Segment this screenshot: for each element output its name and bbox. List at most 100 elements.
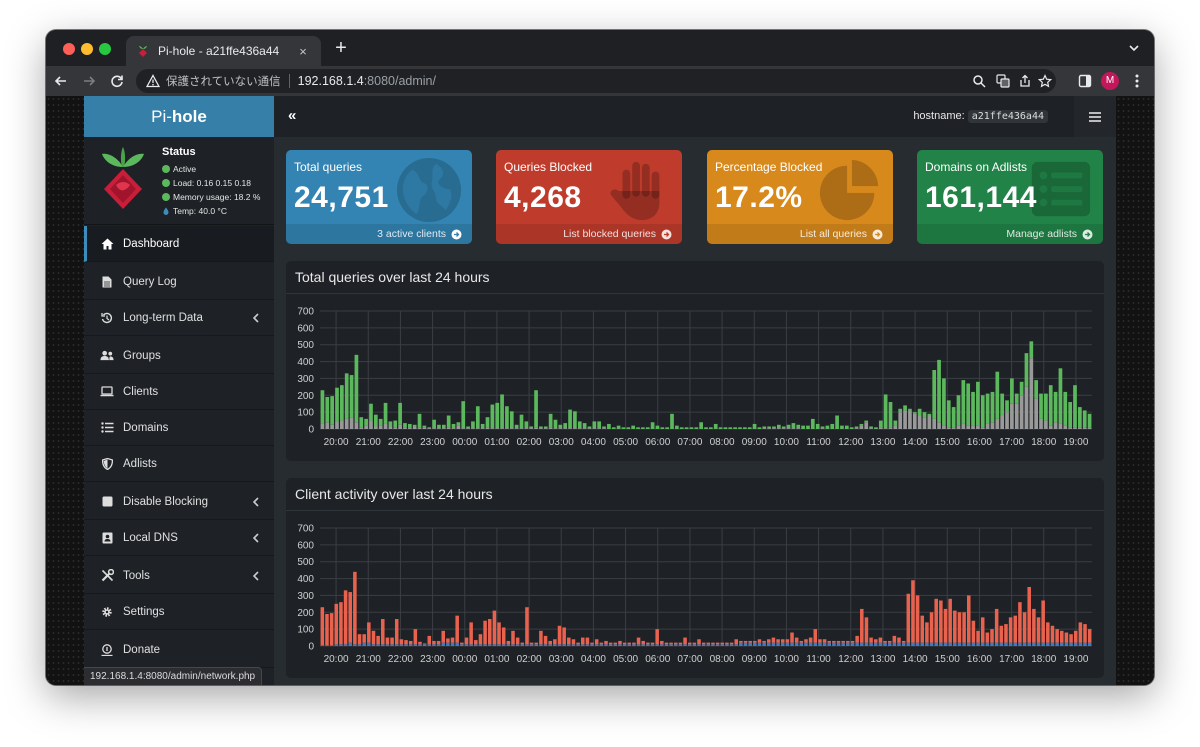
queries-chart-bar[interactable] (961, 380, 966, 424)
queries-chart-bar[interactable] (990, 391, 995, 423)
clients-chart-bar[interactable] (636, 644, 641, 646)
queries-chart-bar[interactable] (441, 428, 446, 429)
queries-chart-bar[interactable] (956, 395, 961, 426)
queries-chart-bar[interactable] (1053, 422, 1058, 429)
clients-chart-bar[interactable] (418, 644, 422, 646)
queries-chart-bar[interactable] (388, 421, 393, 427)
clients-chart-bar[interactable] (715, 644, 720, 646)
queries-chart-bar[interactable] (976, 425, 980, 429)
queries-chart-bar[interactable] (611, 427, 616, 429)
clients-chart-bar[interactable] (790, 642, 794, 646)
clients-chart-bar[interactable] (697, 639, 701, 645)
clients-chart-bar[interactable] (334, 644, 339, 646)
clients-chart-bar[interactable] (497, 644, 501, 646)
queries-chart-bar[interactable] (1000, 415, 1005, 429)
queries-chart-bar[interactable] (733, 427, 737, 429)
clients-chart-bar[interactable] (692, 644, 697, 646)
queries-chart-bar[interactable] (888, 402, 893, 428)
clients-chart-bar[interactable] (608, 644, 613, 646)
clients-chart-bar[interactable] (329, 645, 334, 646)
queries-chart-bar[interactable] (767, 428, 771, 429)
client-activity-chart[interactable]: 0 100 200 300 400 500 600 700 20:00 21:00 22:00 23:… (286, 512, 1104, 678)
clients-chart-bar[interactable] (506, 644, 511, 646)
clients-chart-bar[interactable] (678, 644, 683, 646)
queries-chart-bar[interactable] (631, 425, 636, 429)
clients-chart-bar[interactable] (427, 635, 432, 645)
queries-chart-bar[interactable] (407, 427, 412, 429)
clients-chart-bar[interactable] (911, 580, 915, 643)
sidebar-item-donate[interactable]: Donate (84, 632, 274, 668)
queries-chart-bar[interactable] (519, 428, 524, 429)
clients-chart-bar[interactable] (432, 640, 436, 645)
sidebar-item-settings[interactable]: Settings (84, 594, 274, 630)
clients-chart-bar[interactable] (483, 644, 487, 646)
clients-chart-bar[interactable] (855, 635, 859, 643)
clients-chart-bar[interactable] (934, 642, 938, 646)
queries-chart-bar[interactable] (344, 373, 349, 419)
queries-chart-bar[interactable] (723, 427, 728, 429)
clients-chart-bar[interactable] (939, 642, 943, 646)
queries-chart-bar[interactable] (325, 422, 330, 429)
clients-chart-bar[interactable] (343, 590, 348, 645)
clients-chart-bar[interactable] (943, 642, 948, 646)
clients-chart-bar[interactable] (376, 644, 380, 646)
clients-chart-bar[interactable] (780, 642, 785, 646)
clients-chart-bar[interactable] (604, 644, 608, 646)
queries-chart-bar[interactable] (864, 422, 869, 429)
clients-chart-bar[interactable] (1060, 630, 1064, 643)
clients-chart-bar[interactable] (739, 640, 743, 643)
queries-chart-bar[interactable] (558, 428, 563, 429)
control-sidebar-button[interactable] (1074, 96, 1116, 137)
clients-chart-bar[interactable] (339, 602, 343, 645)
clients-chart-bar[interactable] (1013, 642, 1018, 646)
queries-chart-bar[interactable] (772, 428, 776, 429)
queries-chart-bar[interactable] (1029, 358, 1034, 429)
clients-chart-bar[interactable] (525, 644, 529, 646)
queries-chart-bar[interactable] (456, 422, 461, 426)
queries-chart-bar[interactable] (607, 423, 611, 429)
clients-chart-bar[interactable] (1055, 629, 1059, 643)
side-panel-icon[interactable] (1078, 74, 1092, 88)
clients-chart-bar[interactable] (1046, 642, 1050, 646)
queries-chart-bar[interactable] (1005, 400, 1009, 413)
queries-chart-bar[interactable] (699, 422, 703, 429)
queries-chart-bar[interactable] (514, 424, 519, 429)
queries-chart-bar[interactable] (830, 423, 835, 429)
clients-chart-bar[interactable] (655, 629, 659, 645)
queries-chart-bar[interactable] (563, 423, 568, 429)
chevron-down-icon[interactable] (1128, 42, 1140, 54)
clients-chart-bar[interactable] (641, 640, 645, 645)
clients-chart-bar[interactable] (818, 642, 822, 646)
queries-chart-bar[interactable] (796, 428, 801, 429)
clients-chart-bar[interactable] (381, 644, 385, 646)
clients-chart-bar[interactable] (478, 644, 483, 646)
queries-chart-bar[interactable] (577, 428, 582, 429)
clients-chart-bar[interactable] (734, 639, 738, 645)
queries-chart-bar[interactable] (985, 423, 990, 429)
clients-chart-bar[interactable] (832, 640, 836, 643)
clients-chart-bar[interactable] (943, 608, 948, 643)
clients-chart-bar[interactable] (427, 644, 432, 646)
queries-chart-bar[interactable] (757, 427, 762, 429)
queries-chart-bar[interactable] (1058, 368, 1063, 424)
queries-chart-bar[interactable] (709, 427, 713, 429)
queries-chart-bar[interactable] (1063, 425, 1068, 429)
queries-chart-bar[interactable] (597, 428, 602, 429)
queries-chart-bar[interactable] (903, 410, 907, 429)
clients-chart-bar[interactable] (897, 637, 901, 643)
queries-chart-bar[interactable] (655, 425, 660, 429)
clients-chart-bar[interactable] (808, 642, 813, 646)
clients-chart-bar[interactable] (1018, 642, 1022, 646)
clients-chart-bar[interactable] (818, 639, 822, 643)
clients-chart-bar[interactable] (692, 642, 697, 645)
queries-chart-bar[interactable] (403, 427, 407, 429)
queries-chart-bar[interactable] (990, 422, 995, 429)
queries-chart-bar[interactable] (373, 414, 378, 427)
queries-chart-bar[interactable] (971, 391, 975, 426)
queries-chart-bar[interactable] (849, 427, 854, 429)
clients-chart-bar[interactable] (608, 642, 613, 645)
clients-chart-bar[interactable] (850, 640, 855, 643)
queries-chart-bar[interactable] (762, 428, 767, 429)
clients-chart-bar[interactable] (808, 637, 813, 643)
minimize-window-button[interactable] (81, 43, 93, 55)
